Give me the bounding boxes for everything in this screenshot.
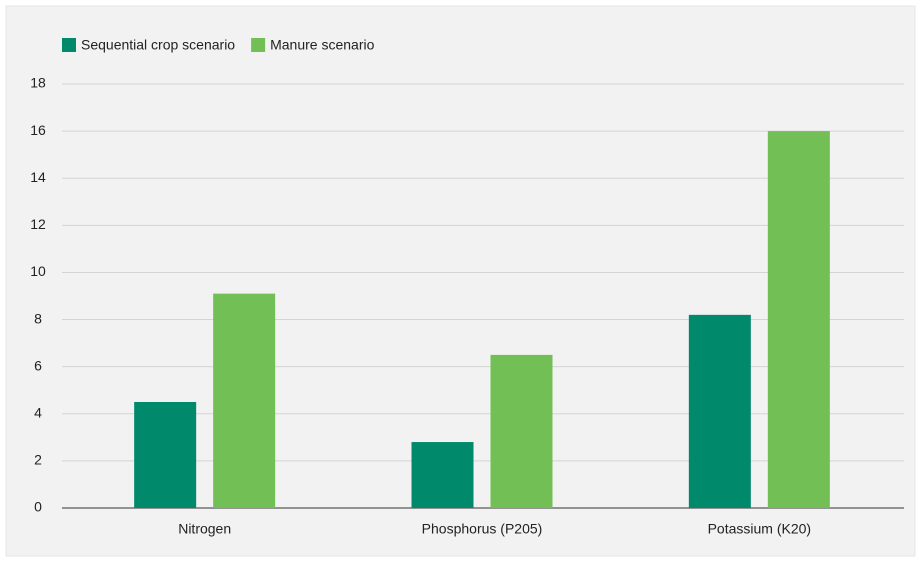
y-tick-label: 6 (34, 357, 42, 373)
y-tick-label: 14 (30, 169, 46, 185)
legend-swatch (62, 38, 76, 52)
legend-label: Sequential crop scenario (81, 37, 235, 53)
y-tick-label: 0 (34, 499, 42, 515)
x-tick-label: Nitrogen (178, 521, 231, 537)
x-tick-label: Potassium (K20) (708, 521, 811, 537)
y-tick-label: 4 (34, 404, 42, 420)
y-tick-label: 18 (30, 75, 46, 91)
y-tick-label: 10 (30, 263, 46, 279)
bar (213, 293, 276, 508)
bar (688, 314, 751, 508)
bar (134, 402, 197, 508)
legend-swatch (251, 38, 266, 52)
bar (767, 131, 830, 508)
bar (411, 442, 474, 508)
legend-label: Manure scenario (270, 37, 374, 53)
y-tick-label: 8 (34, 310, 42, 326)
y-tick-label: 16 (30, 122, 46, 138)
y-tick-label: 2 (34, 452, 42, 468)
bar (490, 354, 553, 508)
x-tick-label: Phosphorus (P205) (422, 521, 543, 537)
y-tick-label: 12 (30, 216, 46, 232)
